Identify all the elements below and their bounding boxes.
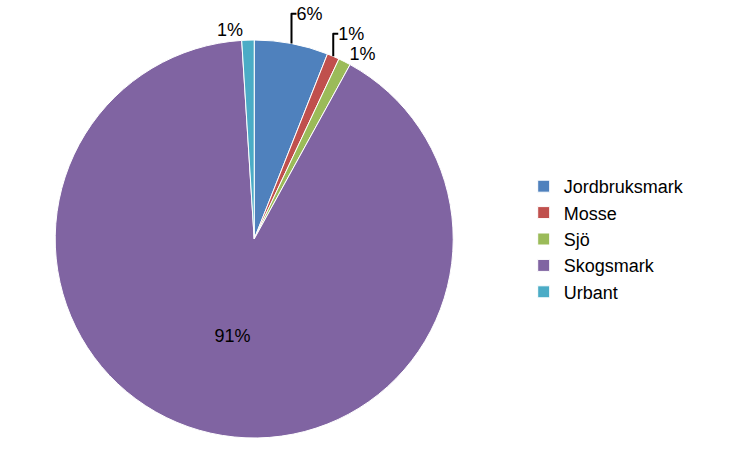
svg-text:Sjö: Sjö [564, 230, 590, 250]
svg-text:1%: 1% [350, 44, 376, 64]
svg-text:6%: 6% [296, 4, 322, 24]
svg-text:Jordbruksmark: Jordbruksmark [564, 177, 684, 197]
svg-text:1%: 1% [338, 24, 364, 44]
svg-text:1%: 1% [217, 20, 243, 40]
svg-text:Skogsmark: Skogsmark [564, 256, 655, 276]
svg-text:Urbant: Urbant [564, 283, 618, 303]
svg-text:91%: 91% [214, 326, 250, 346]
svg-text:Mosse: Mosse [564, 204, 617, 224]
